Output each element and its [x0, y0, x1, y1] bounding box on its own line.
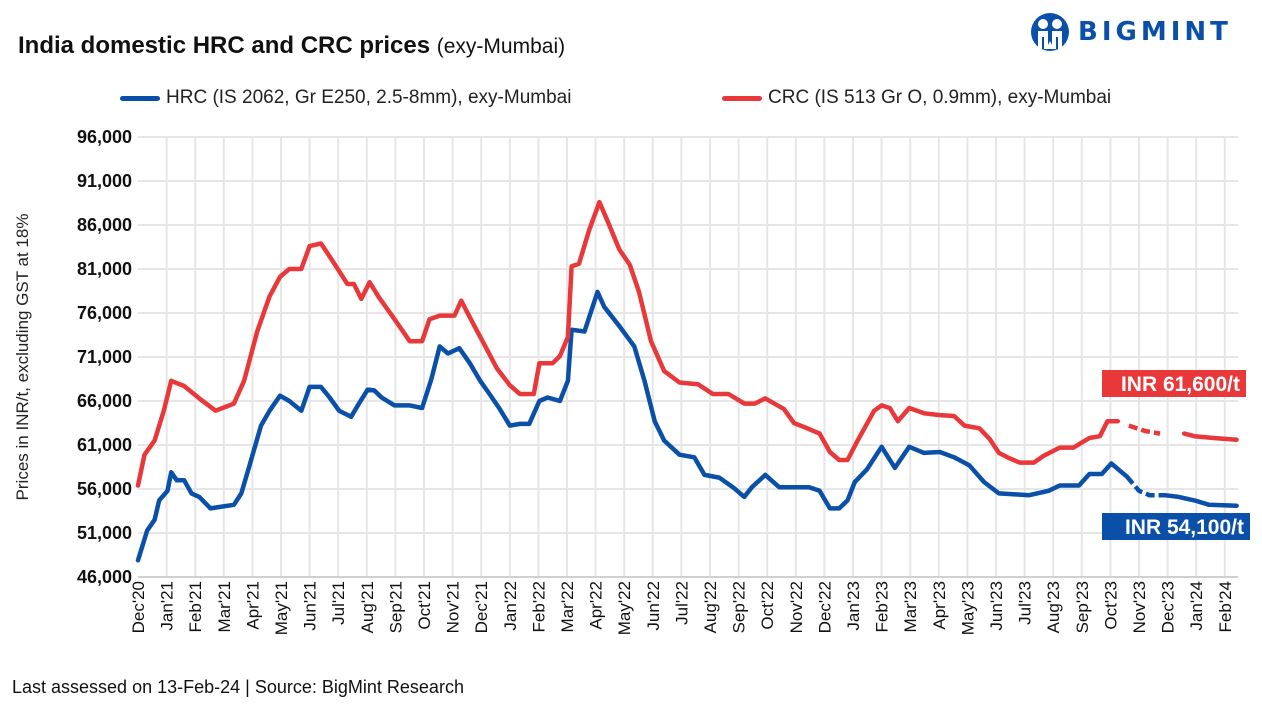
x-tick-label: Dec'23: [1159, 581, 1178, 633]
end-labels: INR 61,600/t INR 54,100/t: [1102, 370, 1250, 540]
x-tick-label: Aug'21: [358, 581, 377, 633]
end-label-box-crc: [1102, 370, 1246, 397]
legend-label-hrc: HRC (IS 2062, Gr E250, 2.5-8mm), exy-Mum…: [166, 87, 572, 108]
footer-separator: |: [245, 677, 250, 697]
series-line-hrc-estimated: [1125, 475, 1165, 498]
y-tick-label: 71,000: [77, 347, 132, 367]
end-label-hrc: INR 54,100/t: [1125, 516, 1244, 539]
series-lines: [135, 199, 1239, 563]
legend-label-crc: CRC (IS 513 Gr O, 0.9mm), exy-Mumbai: [768, 87, 1112, 108]
x-tick-label: Jan'22: [501, 581, 520, 631]
x-tick-label: Apr'23: [930, 581, 949, 630]
x-tick-label: Sep'22: [730, 581, 749, 633]
title-main: India domestic HRC and CRC prices: [18, 32, 431, 59]
y-tick-label: 81,000: [77, 259, 132, 279]
x-tick-label: Jun'22: [644, 581, 663, 631]
x-tick-label: Dec'21: [472, 581, 491, 633]
chart-title: India domestic HRC and CRC prices (exy-M…: [18, 32, 565, 60]
x-tick-label: Dec'20: [129, 581, 148, 633]
x-axis: Dec'20 Jan'21 Feb'21 Mar'21 Apr'21 May'21 Jun'…: [129, 576, 1238, 635]
x-tick-label: May'23: [958, 581, 977, 635]
legend-item-crc: CRC (IS 513 Gr O, 0.9mm), exy-Mumbai: [722, 87, 1111, 109]
footer: Last assessed on 13-Feb-24 | Source: Big…: [12, 677, 464, 698]
end-label-box-hrc: [1102, 513, 1250, 540]
logo-icon: [1031, 13, 1069, 51]
x-tick-label: Feb'23: [873, 581, 892, 632]
x-tick-label: Sep'23: [1073, 581, 1092, 633]
grid: [138, 136, 1238, 578]
x-tick-label: Jan'21: [158, 581, 177, 631]
y-tick-label: 76,000: [77, 303, 132, 323]
x-tick-label: Jul'23: [1016, 581, 1035, 625]
series-line-crc-estimated: [1128, 423, 1161, 436]
x-tick-label: Sep'21: [386, 581, 405, 633]
y-tick-label: 61,000: [77, 435, 132, 455]
title-sub: (exy-Mumbai): [436, 35, 566, 58]
y-tick-label: 96,000: [77, 127, 132, 147]
x-tick-label: Aug'23: [1044, 581, 1063, 633]
y-axis: 96,000 91,000 86,000 81,000 76,000 71,000 66,0…: [77, 127, 132, 587]
x-tick-label: Jan'24: [1187, 581, 1206, 631]
series-line-hrc-recent: [1162, 492, 1239, 508]
legend-swatch-crc: [722, 95, 762, 101]
y-tick-label: 91,000: [77, 171, 132, 191]
y-axis-label: Prices in INR/t, excluding GST at 18%: [13, 214, 32, 501]
legend-swatch-hrc: [120, 95, 160, 101]
x-tick-label: Apr'21: [243, 581, 262, 630]
series-line-crc: [135, 199, 1121, 488]
x-tick-label: Mar'22: [558, 581, 577, 632]
x-tick-label: Apr'22: [587, 581, 606, 630]
y-tick-label: 66,000: [77, 391, 132, 411]
y-tick-label: 86,000: [77, 215, 132, 235]
x-tick-label: Oct'23: [1101, 581, 1120, 630]
source-note: Source: BigMint Research: [254, 677, 464, 697]
x-tick-label: Jun'23: [987, 581, 1006, 631]
x-tick-label: Jul'21: [329, 581, 348, 625]
x-tick-label: Feb'21: [186, 581, 205, 632]
x-tick-label: Feb'22: [529, 581, 548, 632]
last-assessed: Last assessed on 13-Feb-24: [12, 677, 241, 697]
x-tick-label: Jun'21: [301, 581, 320, 631]
y-tick-label: 51,000: [77, 523, 132, 543]
series-line-hrc: [135, 289, 1130, 563]
x-tick-label: Nov'23: [1130, 581, 1149, 633]
x-tick-label: Jan'23: [844, 581, 863, 631]
legend-item-hrc: HRC (IS 2062, Gr E250, 2.5-8mm), exy-Mum…: [120, 87, 571, 109]
x-tick-label: Oct'22: [758, 581, 777, 630]
y-tick-label: 46,000: [77, 567, 132, 587]
bigmint-logo: BIGMINT: [1030, 12, 1232, 52]
x-tick-label: Mar'23: [901, 581, 920, 632]
x-tick-label: Aug'22: [701, 581, 720, 633]
y-tick-label: 56,000: [77, 479, 132, 499]
end-label-crc: INR 61,600/t: [1121, 373, 1240, 396]
x-tick-label: May'21: [272, 581, 291, 635]
x-tick-label: Mar'21: [215, 581, 234, 632]
x-tick-label: Oct'21: [415, 581, 434, 630]
x-tick-label: Feb'24: [1216, 581, 1235, 632]
x-tick-label: Nov'21: [444, 581, 463, 633]
logo-text: BIGMINT: [1078, 17, 1232, 47]
x-tick-label: May'22: [615, 581, 634, 635]
x-tick-label: Jul'22: [672, 581, 691, 625]
x-tick-label: Nov'22: [787, 581, 806, 633]
series-line-crc-recent: [1181, 431, 1239, 442]
x-tick-label: Dec'22: [815, 581, 834, 633]
